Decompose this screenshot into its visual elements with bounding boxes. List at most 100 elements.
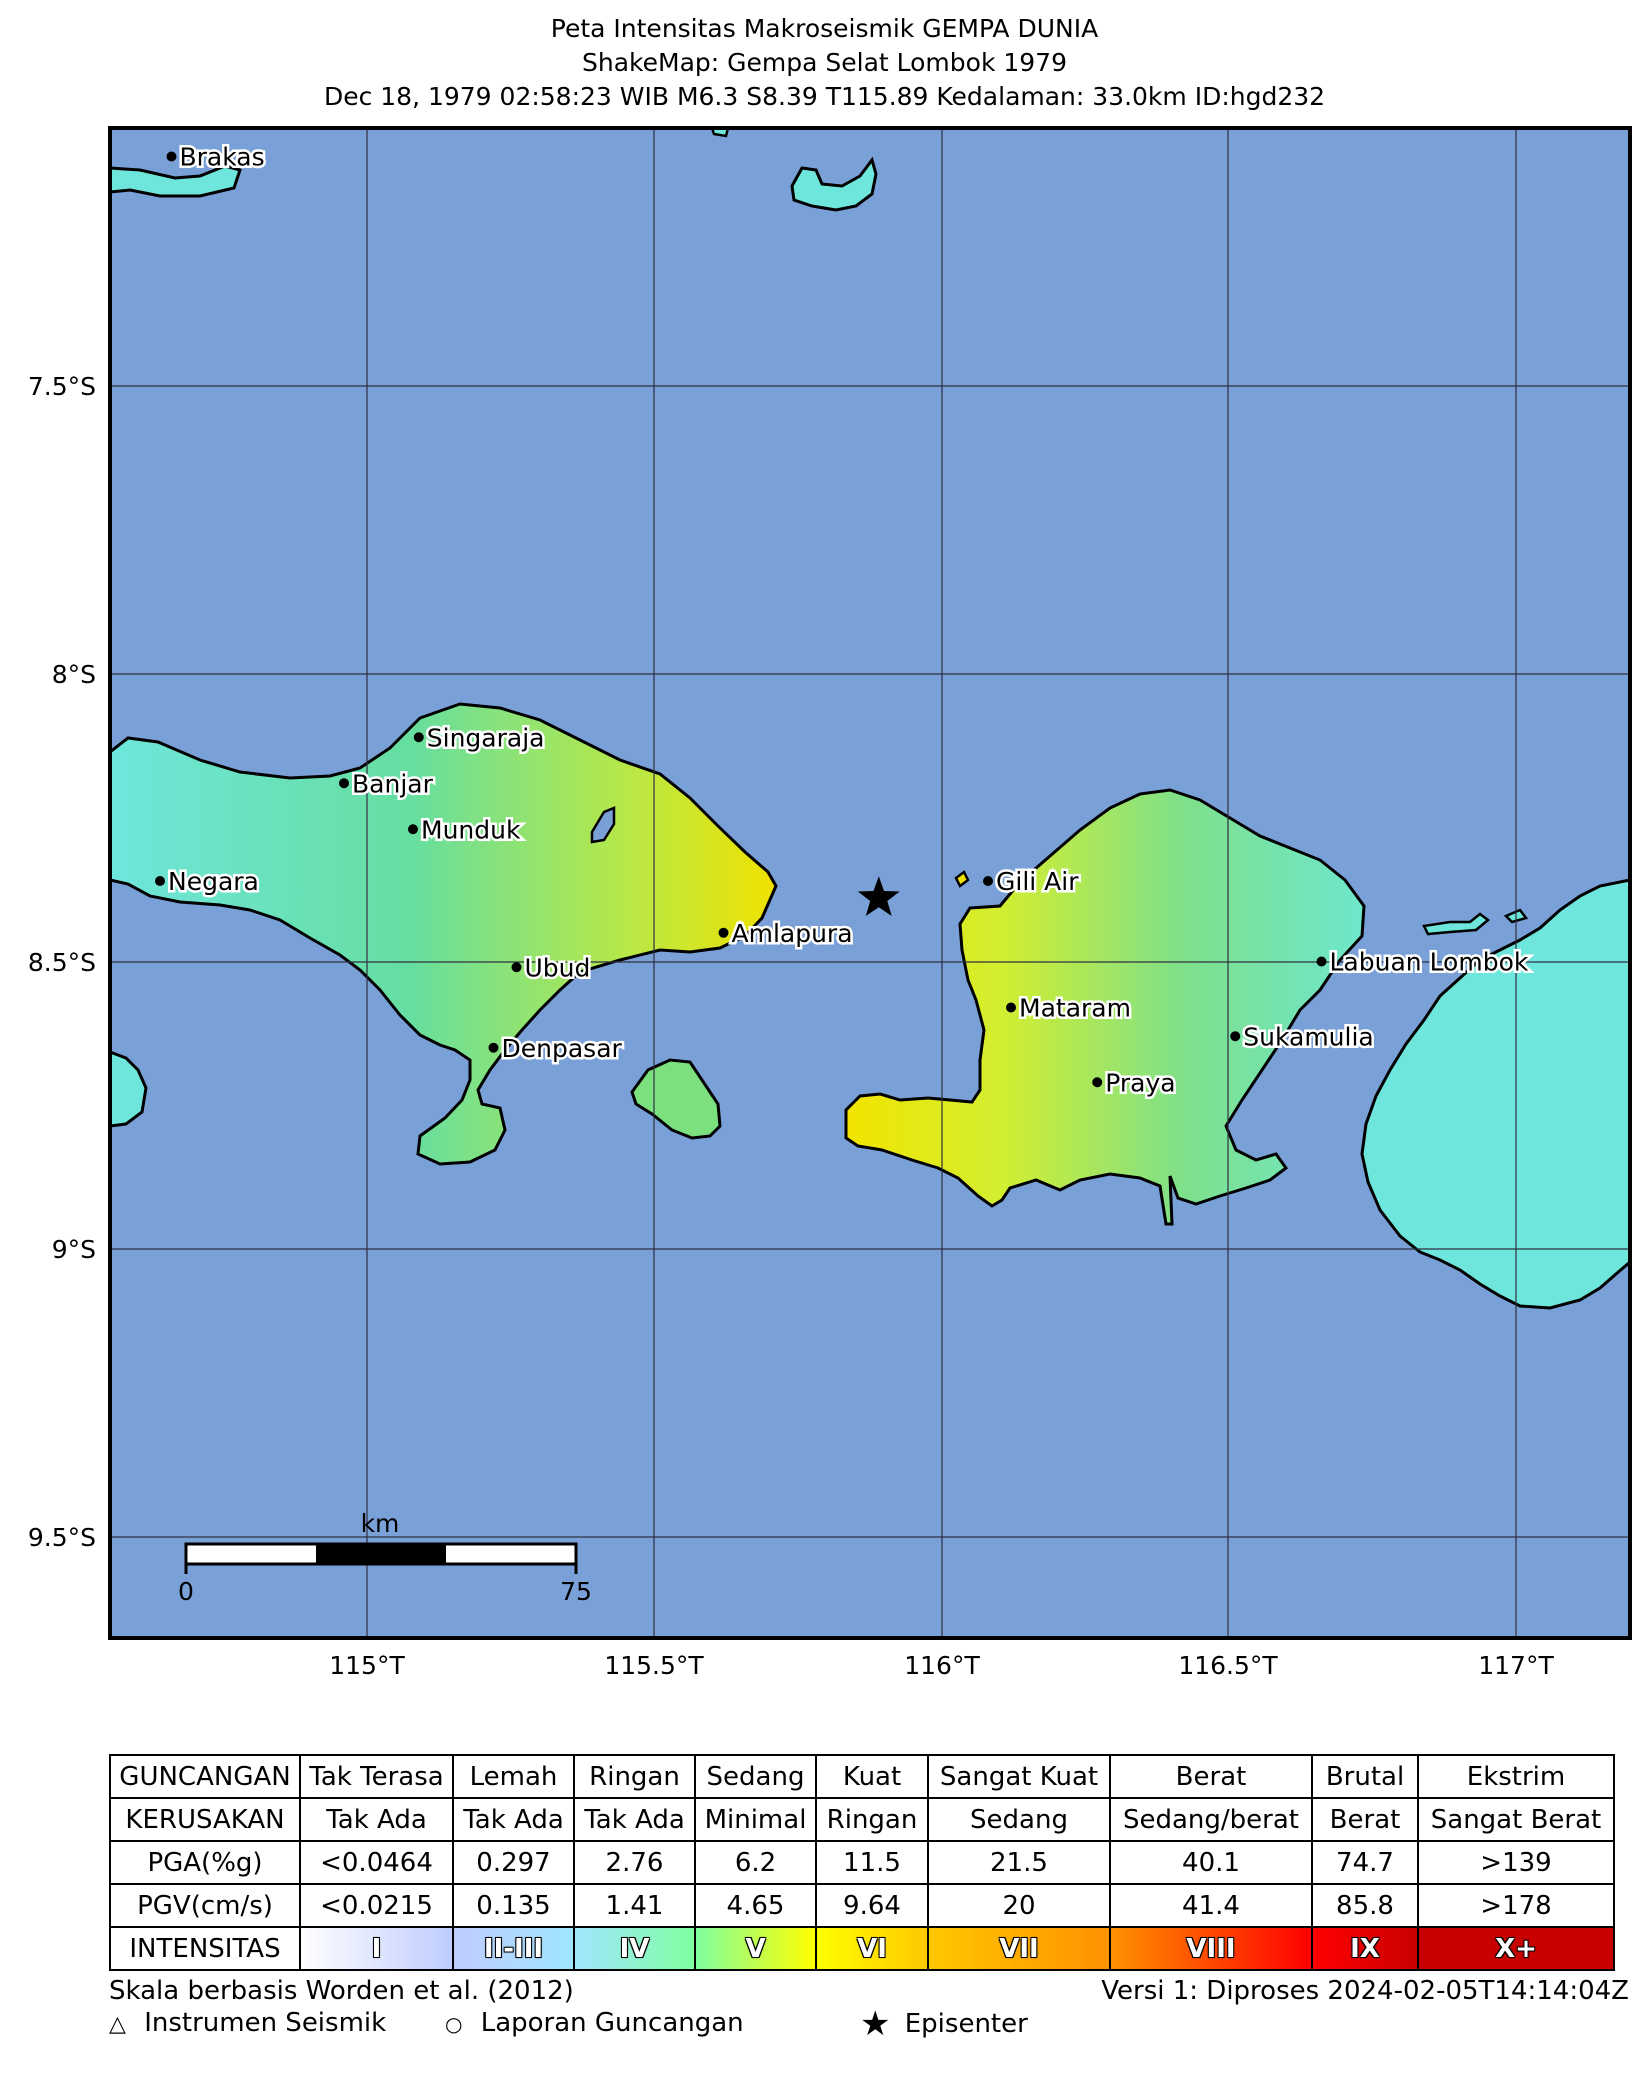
city-dot (1006, 1002, 1016, 1013)
table-cell: Tak Ada (299, 1797, 454, 1842)
table-cell: Ringan (573, 1754, 696, 1799)
city-layer: Brakas Singaraja Banjar Munduk Negara Amlapur… (155, 140, 1531, 1100)
epicenter-star-icon (857, 876, 900, 916)
city-label: Munduk (421, 815, 521, 844)
city-marker: Singaraja (413, 721, 547, 755)
table-cell: 40.1 (1109, 1840, 1313, 1885)
event-info: Dec 18, 1979 02:58:23 WIB M6.3 S8.39 T11… (323, 82, 1326, 111)
legend-report: ○ Laporan Guncangan (445, 2008, 744, 2038)
intensity-cell: V (694, 1926, 817, 1971)
row-header: GUNCANGAN (109, 1754, 301, 1799)
table-row: GUNCANGAN Tak Terasa Lemah Ringan Sedang… (109, 1754, 1615, 1799)
table-cell: 2.76 (573, 1840, 696, 1885)
java-tip (110, 1050, 148, 1128)
intensity-cell: VIII (1109, 1926, 1313, 1971)
city-label: Brakas (180, 143, 265, 172)
intensity-cell: IV (573, 1926, 696, 1971)
lon-tick: 116.5°T (1178, 1651, 1278, 1680)
city-dot (408, 824, 418, 835)
madura-island (110, 164, 242, 198)
lon-tick: 115.5°T (604, 1651, 704, 1680)
table-cell: 20 (927, 1883, 1111, 1928)
city-dot (413, 732, 424, 743)
table-cell: Berat (1109, 1754, 1313, 1799)
legend-epicenter: ★ Episenter (860, 2004, 1028, 2044)
table-row: PGA(%g) <0.0464 0.297 2.76 6.2 11.5 21.5… (109, 1840, 1615, 1885)
map-title: Peta Intensitas Makroseismik GEMPA DUNIA (550, 14, 1099, 43)
city-label: Labuan Lombok (1330, 948, 1529, 977)
table-cell: 85.8 (1311, 1883, 1419, 1928)
city-marker: Denpasar (488, 1031, 625, 1065)
city-dot (511, 962, 522, 973)
city-dot (155, 876, 165, 886)
city-dot (718, 927, 729, 938)
row-header: INTENSITAS (109, 1926, 301, 1971)
map-frame (108, 126, 1632, 1640)
intensity-cell: VII (927, 1926, 1111, 1971)
map-area[interactable]: Brakas Singaraja Banjar Munduk Negara Amlapur… (110, 128, 1630, 1638)
kangean-island (790, 156, 878, 212)
city-dot (983, 876, 993, 886)
city-marker: Labuan Lombok (1316, 945, 1531, 979)
bali-crater-lake (590, 806, 616, 844)
city-dot (1316, 956, 1327, 967)
table-cell: >139 (1417, 1840, 1615, 1885)
star-icon: ★ (860, 2004, 891, 2044)
intensity-row: INTENSITAS I II-III IV V VI VII VIII IX … (109, 1926, 1615, 1971)
table-cell: 1.41 (573, 1883, 696, 1928)
legend-instrument: △ Instrumen Seismik (109, 2008, 386, 2038)
city-marker: Brakas (166, 140, 267, 174)
table-cell: Sedang/berat (1109, 1797, 1313, 1842)
city-marker: Munduk (408, 813, 523, 847)
city-marker: Banjar (339, 767, 436, 801)
legend-epicenter-label: Episenter (904, 2009, 1028, 2039)
city-marker: Gili Air (983, 865, 1082, 899)
table-cell: Ekstrim (1417, 1754, 1615, 1799)
table-cell: 0.135 (452, 1883, 575, 1928)
islets-east (1422, 912, 1491, 936)
table-cell: Sangat Kuat (927, 1754, 1111, 1799)
city-label: Praya (1105, 1068, 1175, 1097)
lon-tick: 115°T (329, 1651, 405, 1680)
row-header: PGV(cm/s) (109, 1883, 301, 1928)
city-label: Banjar (352, 769, 434, 798)
city-label: Ubud (525, 953, 591, 982)
table-row: PGV(cm/s) <0.0215 0.135 1.41 4.65 9.64 2… (109, 1883, 1615, 1928)
table-cell: Lemah (452, 1754, 575, 1799)
city-marker: Sukamulia (1230, 1020, 1376, 1054)
scale-unit: km (361, 1509, 400, 1538)
legend-report-label: Laporan Guncangan (480, 2008, 744, 2038)
lat-tick: 7.5°S (28, 372, 96, 401)
intensity-cell: IX (1311, 1926, 1419, 1971)
table-cell: Brutal (1311, 1754, 1419, 1799)
table-cell: Sedang (694, 1754, 817, 1799)
table-cell: Tak Ada (452, 1797, 575, 1842)
triangle-icon: △ (109, 2012, 126, 2037)
intensity-cell: I (299, 1926, 454, 1971)
table-cell: Tak Ada (573, 1797, 696, 1842)
city-dot (166, 151, 177, 162)
scale-start: 0 (178, 1577, 194, 1606)
city-marker: Praya (1092, 1066, 1178, 1100)
row-header: PGA(%g) (109, 1840, 301, 1885)
version-note: Versi 1: Diproses 2024-02-05T14:14:04Z (1101, 1976, 1629, 2006)
graticule (110, 128, 1630, 1638)
lat-tick: 8.5°S (28, 948, 96, 977)
sumbawa-island (1360, 878, 1630, 1310)
city-label: Negara (168, 867, 259, 896)
city-marker: Mataram (1006, 991, 1133, 1025)
table-cell: Minimal (694, 1797, 817, 1842)
city-label: Sukamulia (1243, 1022, 1373, 1051)
scale-bar: km 0 75 (178, 1509, 592, 1606)
city-label: Mataram (1019, 994, 1131, 1023)
lombok-island (844, 788, 1366, 1226)
scale-note: Skala berbasis Worden et al. (2012) (109, 1976, 574, 2006)
legend-instrument-label: Instrumen Seismik (144, 2008, 387, 2038)
city-label: Gili Air (996, 867, 1079, 896)
gili-islet (954, 870, 970, 888)
table-cell: 9.64 (815, 1883, 929, 1928)
circle-icon: ○ (445, 2012, 463, 2036)
city-label: Singaraja (427, 723, 545, 752)
city-marker: Ubud (511, 951, 593, 985)
table-cell: <0.0464 (299, 1840, 454, 1885)
